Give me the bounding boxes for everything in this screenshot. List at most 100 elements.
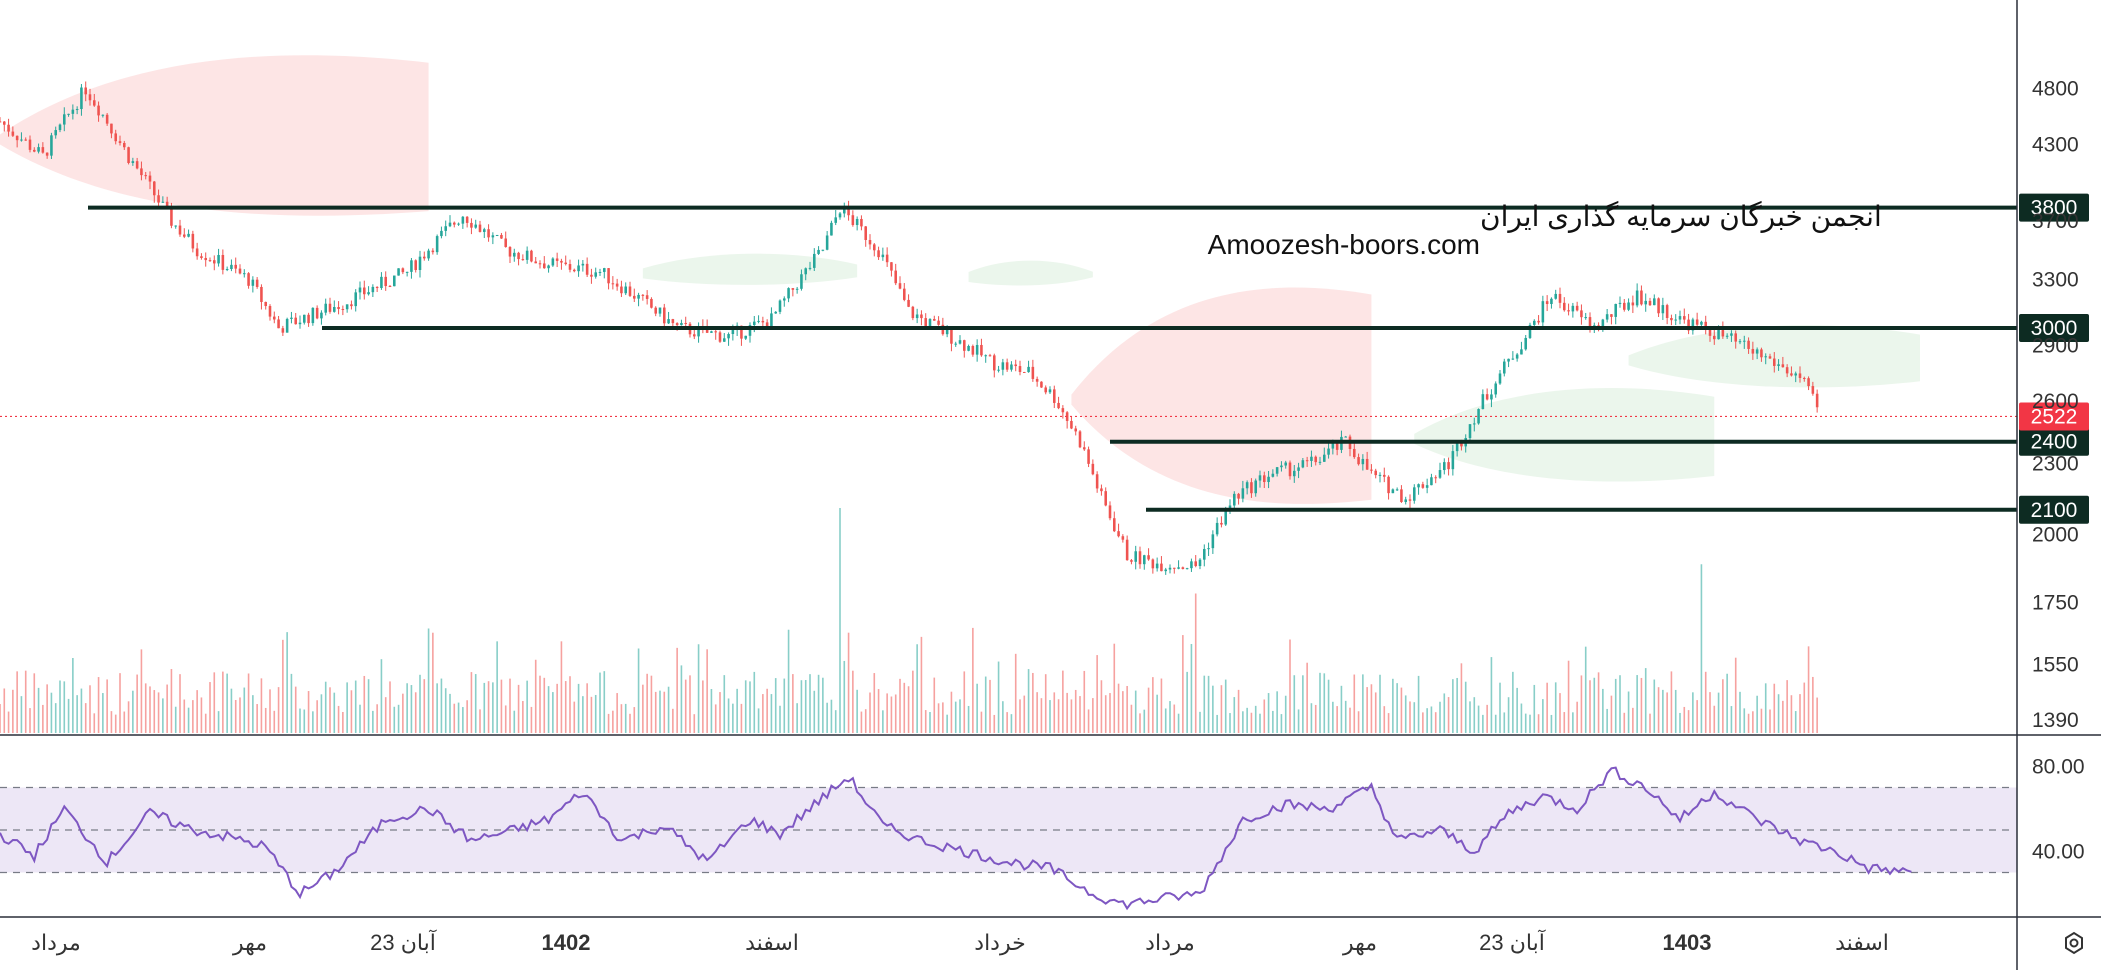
candle-body <box>1378 474 1382 476</box>
candle-body <box>1323 454 1326 462</box>
candle <box>598 268 602 276</box>
time-tick-label: مهر <box>232 930 267 955</box>
volume-bar <box>822 677 824 733</box>
volume-bar <box>710 689 713 733</box>
candle-body <box>440 230 443 237</box>
volume-bar <box>1670 671 1673 733</box>
candle <box>1254 478 1257 497</box>
candle-body <box>410 260 413 272</box>
candle <box>843 202 846 218</box>
volume-bar <box>316 700 318 733</box>
candle <box>131 157 135 166</box>
candle <box>221 249 225 275</box>
volume-bar <box>487 681 490 733</box>
candle-body <box>1293 470 1296 477</box>
volume-bar <box>1503 712 1506 733</box>
candle-body <box>607 268 610 284</box>
level-3000[interactable]: 3000 <box>322 314 2089 343</box>
candle <box>1048 386 1052 395</box>
volume-bar <box>269 689 271 733</box>
volume-bar <box>1469 701 1471 733</box>
candle-body <box>534 261 537 264</box>
candle-body <box>590 274 593 277</box>
level-3800[interactable]: 3800 <box>88 193 2089 222</box>
candle <box>1215 517 1219 537</box>
level-2100[interactable]: 2100 <box>1146 495 2089 524</box>
candle-body <box>1134 551 1137 562</box>
chart-settings-button[interactable] <box>2065 931 2083 955</box>
candle <box>1503 358 1506 377</box>
volume-bar <box>1584 646 1587 733</box>
volume-bar <box>1032 672 1034 733</box>
candle <box>817 246 820 255</box>
candle <box>1001 358 1005 376</box>
candle <box>1481 389 1485 410</box>
candle-body <box>1224 507 1227 525</box>
candle <box>890 262 893 277</box>
candle-body <box>200 256 203 258</box>
candle-body <box>397 268 400 276</box>
candle <box>1190 558 1193 572</box>
volume-bar <box>976 683 978 733</box>
volume-bar <box>804 680 807 733</box>
volume-bar <box>1413 702 1416 733</box>
volume-bar <box>20 696 23 733</box>
level-2400[interactable]: 2400 <box>1110 427 2089 456</box>
volume-bar <box>1666 692 1668 733</box>
candle-body <box>204 257 207 261</box>
candle-body <box>243 273 246 275</box>
candle-body <box>1014 364 1017 367</box>
candle-body <box>1815 393 1819 408</box>
candle <box>1777 359 1780 371</box>
candle <box>577 259 580 277</box>
volume-bar <box>702 680 704 733</box>
volume-bar <box>123 711 126 733</box>
candle-body <box>118 141 122 143</box>
candle-body <box>1353 448 1356 458</box>
volume-bar <box>1194 593 1197 733</box>
volume-bar <box>1057 699 1060 733</box>
candle <box>1078 430 1082 449</box>
candle <box>1721 321 1725 339</box>
volume-bar <box>1777 694 1780 733</box>
volume-bar <box>1443 693 1446 733</box>
candle <box>1798 366 1802 383</box>
volume-bar <box>534 659 537 733</box>
candle <box>1113 511 1116 533</box>
volume-bar <box>239 697 241 733</box>
candle <box>1168 564 1172 574</box>
volume-bar <box>260 678 263 733</box>
candle <box>1361 454 1365 471</box>
volume-bar <box>127 701 130 733</box>
candle <box>423 251 426 261</box>
candle-body <box>843 206 846 214</box>
candle <box>1207 542 1210 556</box>
candle-body <box>230 264 233 270</box>
candle-body <box>714 331 717 333</box>
level-label-bg <box>2019 314 2089 343</box>
volume-bar <box>483 682 486 733</box>
candle <box>958 335 962 345</box>
candle <box>633 288 636 303</box>
volume-bar <box>1520 703 1523 733</box>
volume-bar <box>642 684 644 733</box>
candle-body <box>483 229 486 232</box>
candle-body <box>1387 476 1390 494</box>
level-label: 2400 <box>2031 431 2078 454</box>
volume-bar <box>809 674 811 733</box>
candle <box>1635 283 1639 308</box>
candle <box>290 311 293 324</box>
candle-body <box>551 258 555 266</box>
candle <box>757 315 760 324</box>
volume-bar <box>697 644 700 733</box>
candle-body <box>1344 436 1347 438</box>
candle-body <box>1100 488 1103 492</box>
candle-body <box>311 307 315 324</box>
candle-body <box>740 325 743 339</box>
candle <box>838 211 842 220</box>
hexagon-gear-icon[interactable] <box>2065 931 2083 955</box>
candle-body <box>384 276 387 287</box>
candle <box>911 305 915 321</box>
